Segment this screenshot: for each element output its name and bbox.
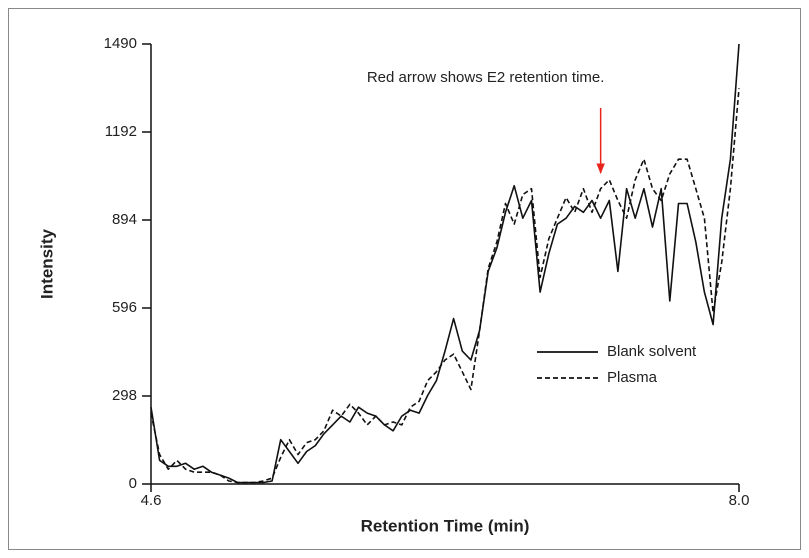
x-axis-title: Retention Time (min) [361,516,530,535]
legend-label: Blank solvent [607,343,697,360]
y-tick-label: 298 [112,387,137,404]
x-tick-label: 8.0 [729,492,750,509]
y-tick-label: 1490 [104,35,137,52]
annotation: Red arrow shows E2 retention time. [367,69,605,86]
y-tick-label: 0 [129,475,137,492]
y-axis-title: Intensity [37,229,56,299]
legend-label: Plasma [607,369,658,386]
x-tick-label: 4.6 [141,492,162,509]
y-tick-label: 894 [112,211,137,228]
series-line [150,88,740,484]
series-line [150,43,740,484]
y-tick-label: 596 [112,299,137,316]
y-tick-label: 1192 [105,123,137,140]
frame [8,8,801,550]
